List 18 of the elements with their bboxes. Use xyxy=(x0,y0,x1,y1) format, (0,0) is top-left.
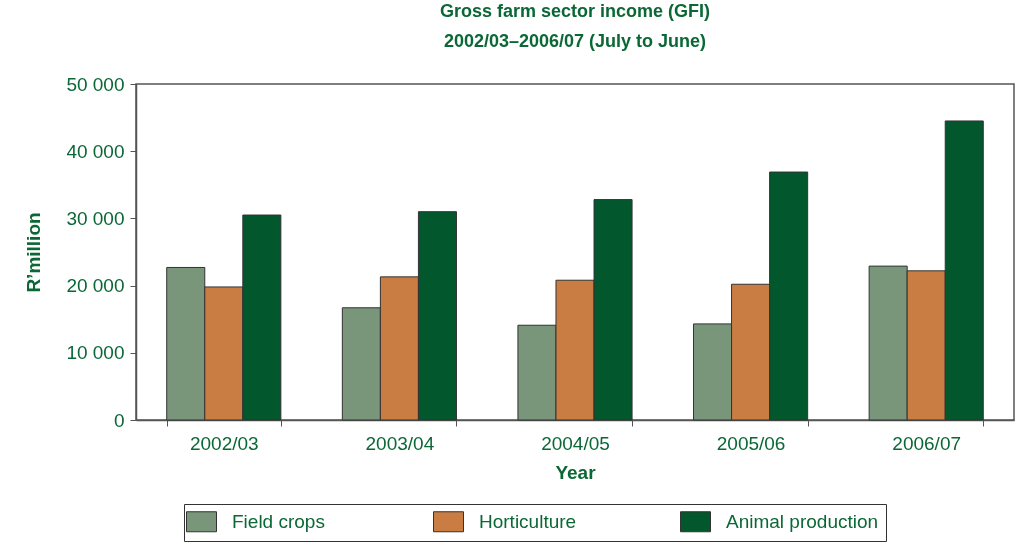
y-tick-label: 10 000 xyxy=(66,342,125,364)
x-tick-label: 2002/03 xyxy=(189,432,259,454)
x-tick-label: 2006/07 xyxy=(892,432,962,454)
x-tick-label: 2003/04 xyxy=(365,432,435,454)
y-tick-label: 40 000 xyxy=(66,140,125,162)
x-tick-label: 2005/06 xyxy=(716,432,786,454)
y-tick-label: 50 000 xyxy=(66,73,125,95)
chart-title: Gross farm sector income (GFI) xyxy=(439,1,711,21)
chart-subtitle: 2002/03–2006/07 (July to June) xyxy=(443,31,707,51)
legend-label: Horticulture xyxy=(479,510,577,532)
legend-label: Animal production xyxy=(726,510,879,532)
y-tick-label: 0 xyxy=(113,409,125,431)
y-axis-title: R’million xyxy=(23,212,45,293)
x-axis-title: Year xyxy=(555,461,597,483)
y-tick-label: 20 000 xyxy=(66,275,125,297)
y-tick-label: 30 000 xyxy=(66,207,125,229)
legend-label: Field crops xyxy=(232,510,325,532)
x-tick-label: 2004/05 xyxy=(541,432,610,454)
